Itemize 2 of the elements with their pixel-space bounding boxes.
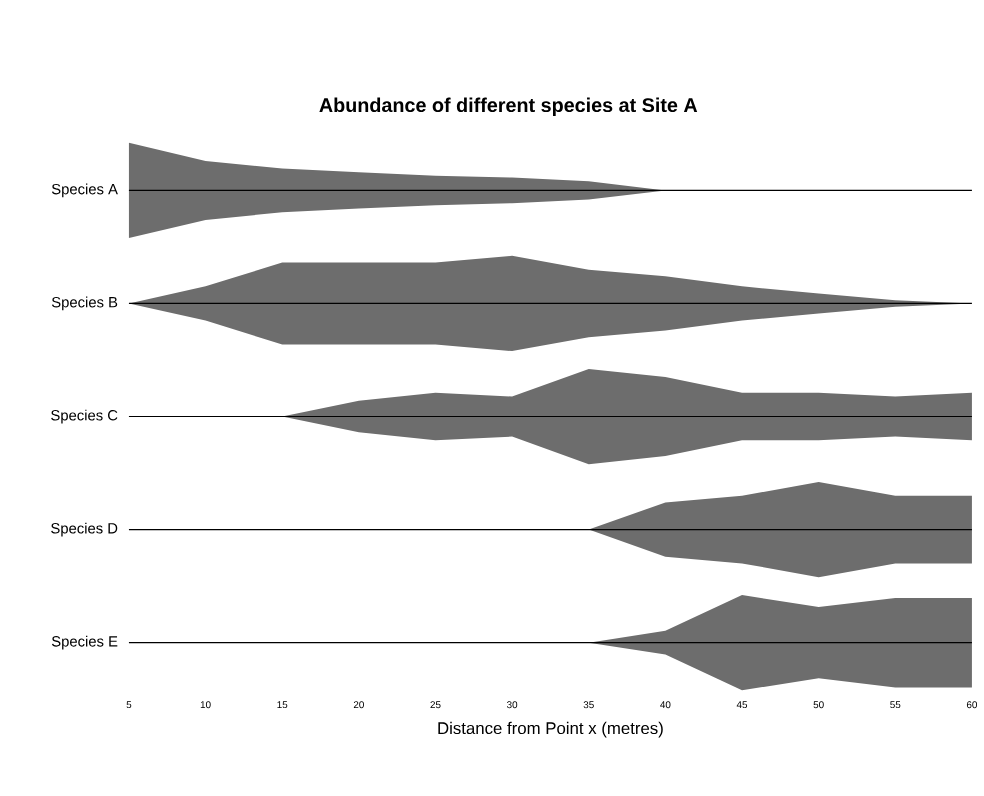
x-axis-title: Distance from Point x (metres) [438,722,663,738]
chart-title: Abundance of different species at Site A [319,97,698,117]
